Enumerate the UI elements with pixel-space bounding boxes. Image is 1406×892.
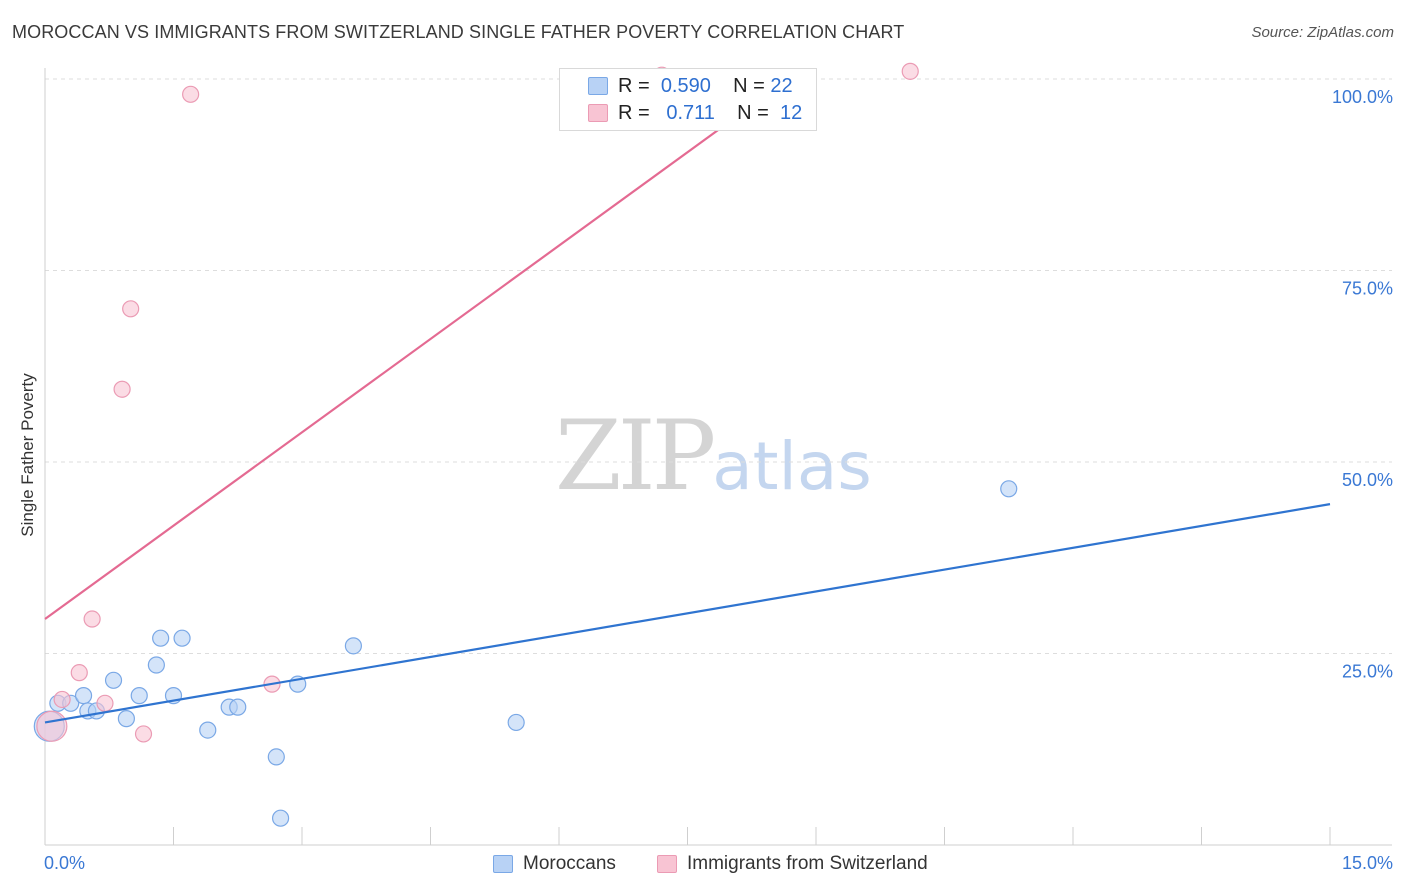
legend-row-moroccans: R = 0.590 N = 22 [588,74,793,98]
watermark-atlas: atlas [712,428,872,505]
y-tick-label: 75.0% [1342,279,1393,299]
stats-legend: R = 0.590 N = 22 R = 0.711 N = 12 [559,68,817,131]
legend-row-swiss: R = 0.711 N = 12 [588,101,802,125]
legend-r-label: R = [618,74,650,97]
bottom-legend-swatch-blue [493,855,513,873]
swiss-trend-line [44,70,800,620]
swiss-point [182,85,200,103]
watermark: ZIPatlas [555,400,872,512]
x-tick-label: 15.0% [1342,853,1393,873]
moroccan-point [507,713,525,732]
bottom-legend-swatch-pink [657,855,677,873]
legend-n-label: N = [737,101,769,124]
legend-n-value: 12 [779,101,803,124]
swiss-point [122,300,140,318]
bottom-legend-swiss: Immigrants from Switzerland [657,850,928,878]
moroccan-point [1000,480,1018,498]
y-tick-label: 25.0% [1342,662,1393,682]
source-label: Source: ZipAtlas.com [1251,24,1394,41]
x-tick-label: 0.0% [44,853,85,873]
moroccan-point [147,656,165,674]
legend-r-value: 0.590 [660,74,711,97]
legend-swatch-blue [588,77,608,95]
bottom-legend-label: Moroccans [523,853,616,874]
moroccan-point [229,698,247,716]
moroccan-point [74,687,93,705]
bottom-legend-moroccans: Moroccans [493,850,616,878]
y-tick-label: 50.0% [1342,470,1393,490]
moroccan-point [117,710,135,728]
swiss-point [53,690,71,709]
swiss-point [113,380,131,398]
y-tick-label: 100.0% [1332,87,1393,107]
legend-n-value: 22 [770,74,793,97]
moroccan-point [173,629,191,647]
swiss-point [134,725,153,743]
legend-n-label: N = [733,74,765,97]
bottom-legend-label: Immigrants from Switzerland [687,853,928,874]
swiss-point [901,62,919,80]
moroccan-point [199,721,217,739]
swiss-point [36,710,68,742]
chart-title: MOROCCAN VS IMMIGRANTS FROM SWITZERLAND … [12,22,905,42]
moroccan-point [104,671,123,689]
swiss-point [70,664,88,682]
legend-r-label: R = [618,101,650,124]
legend-r-value: 0.711 [666,101,715,124]
moroccan-point [344,637,362,655]
moroccan-point [130,687,148,705]
legend-swatch-pink [588,104,608,122]
moroccan-point [152,629,170,647]
watermark-zip: ZIP [555,400,716,512]
moroccan-trend-line [44,503,1331,724]
moroccan-point [267,748,285,766]
swiss-point [96,694,114,712]
swiss-point [83,610,101,628]
moroccan-point [271,809,290,827]
